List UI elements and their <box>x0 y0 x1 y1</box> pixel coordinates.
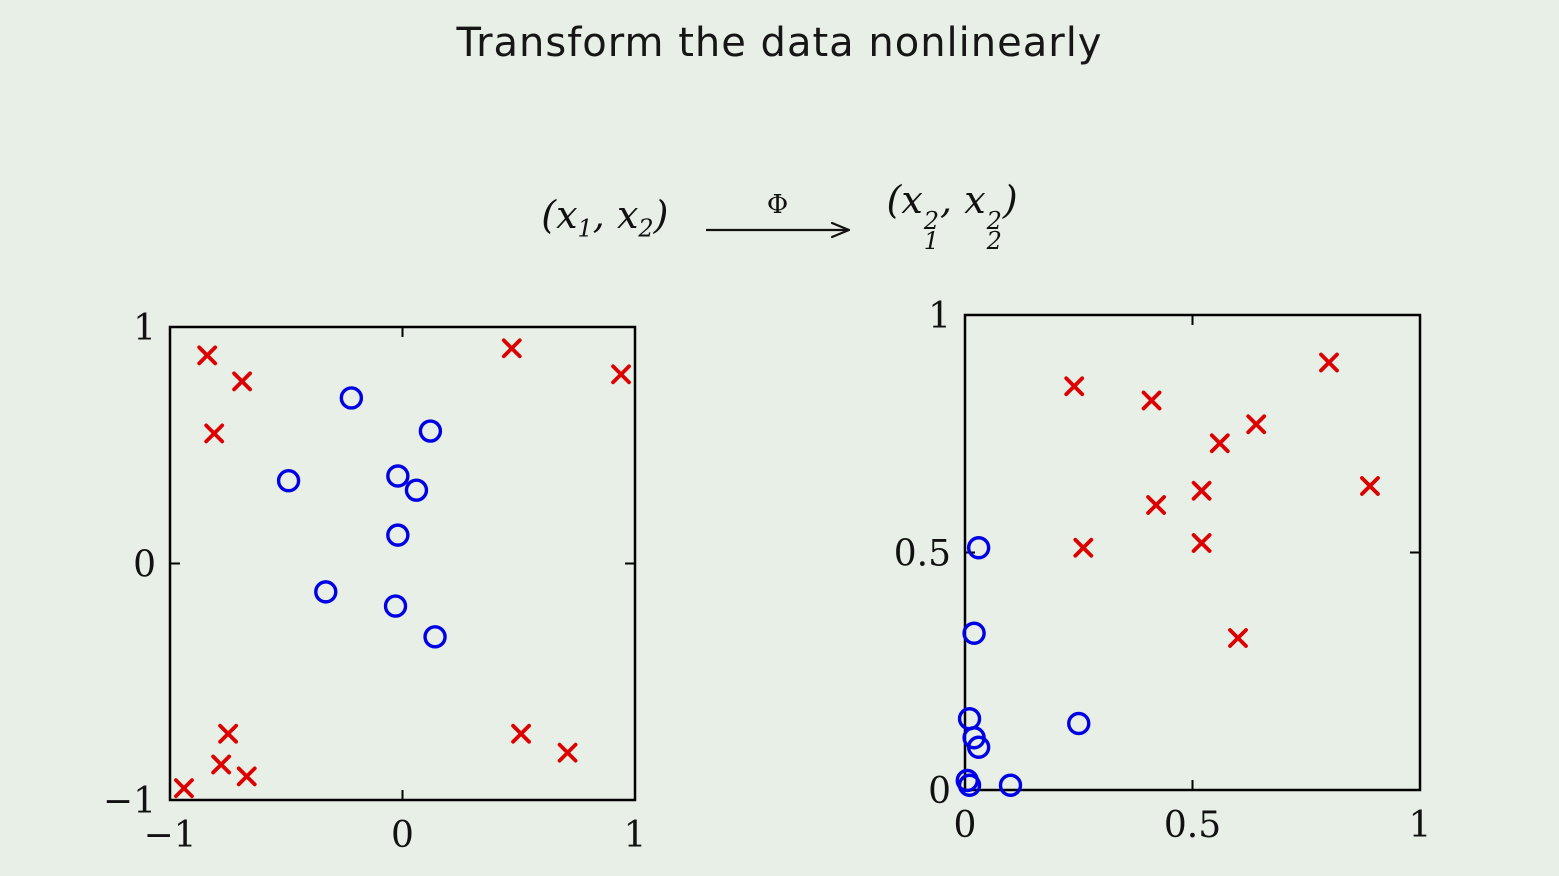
y-tick-label: 0.5 <box>894 534 951 575</box>
plot-box <box>168 325 637 802</box>
circle-marker <box>339 386 364 410</box>
circle-marker <box>404 478 429 502</box>
y-tick-label: 0 <box>928 771 951 812</box>
slide-title: Transform the data nonlinearly <box>456 20 1103 66</box>
formula-lhs-sub1: 1 <box>577 214 593 243</box>
cross-marker <box>1319 352 1339 373</box>
cross-marker <box>1191 533 1212 553</box>
formula-rhs-sup1: 2 <box>923 206 940 235</box>
cross-marker <box>1141 390 1162 411</box>
formula-rhs-close: ) <box>1002 178 1018 222</box>
x-tick-label: 0 <box>391 815 414 856</box>
y-tick-label: −1 <box>103 781 156 822</box>
input-scatter-plot: −1 0 1 −1 0 1 <box>103 308 647 856</box>
circle-marker <box>962 726 986 750</box>
cross-marker <box>501 338 522 359</box>
y-tick-label: 0 <box>133 545 156 586</box>
phi-label: Φ <box>766 189 789 220</box>
circle-marker <box>314 580 338 604</box>
phi-map-arrow: Φ <box>703 190 853 240</box>
cross-marker <box>1360 476 1380 496</box>
formula-rhs-sub2: 2 <box>986 227 1002 256</box>
circle-marker <box>386 464 410 488</box>
formula-rhs: (x 2 1, x 2 2) <box>886 178 1018 256</box>
circle-marker <box>962 621 986 645</box>
circle-marker <box>418 419 443 443</box>
cross-marker <box>211 754 232 775</box>
cross-marker <box>204 423 225 444</box>
cross-marker <box>197 345 218 366</box>
cross-marker <box>611 364 631 385</box>
y-tick-label: 1 <box>928 296 951 337</box>
x-tick-label: 1 <box>1409 805 1432 846</box>
circle-marker <box>386 523 410 547</box>
cross-marker <box>1064 376 1085 397</box>
transform-formula: (x1, x2) Φ (x 2 1, x 2 2) <box>0 178 1559 256</box>
formula-lhs-sub2: 2 <box>638 214 654 243</box>
cross-marker <box>1191 480 1212 501</box>
cross-marker <box>1209 433 1230 454</box>
x-tick-label: 0 <box>954 805 977 846</box>
circle-marker <box>957 773 982 797</box>
formula-rhs-sub1: 1 <box>923 227 940 256</box>
cross-marker <box>174 778 194 799</box>
formula-lhs: (x1, x2) <box>541 192 669 241</box>
cross-marker <box>557 742 578 763</box>
x-tick-label: −1 <box>143 815 196 856</box>
circle-marker <box>1067 711 1091 736</box>
formula-rhs-open: (x <box>886 178 923 222</box>
right-arrow-icon <box>705 221 850 238</box>
formula-lhs-mid: , x <box>592 192 639 237</box>
cross-marker <box>236 766 257 787</box>
formula-rhs-sup2: 2 <box>986 206 1002 235</box>
circle-marker <box>957 707 982 731</box>
cross-marker <box>218 723 239 744</box>
cross-marker <box>1228 628 1248 648</box>
cross-marker <box>232 371 252 392</box>
circle-marker <box>998 773 1023 797</box>
circle-marker <box>423 625 447 649</box>
y-tick-label: 1 <box>133 308 156 349</box>
x-tick-label: 1 <box>624 815 647 856</box>
cross-marker <box>1073 537 1094 558</box>
cross-marker <box>511 723 531 744</box>
x-tick-label: 0.5 <box>1164 805 1221 846</box>
transformed-scatter-plot: 0 0.5 1 0 0.5 1 <box>894 296 1432 846</box>
formula-lhs-close: ) <box>653 192 669 237</box>
circle-marker <box>383 594 408 618</box>
circle-marker <box>966 536 991 560</box>
formula-rhs-mid: , x <box>940 178 986 222</box>
cross-marker <box>1246 414 1267 435</box>
circle-marker <box>276 469 301 493</box>
formula-lhs-open: (x <box>541 192 578 237</box>
cross-marker <box>1146 495 1166 515</box>
